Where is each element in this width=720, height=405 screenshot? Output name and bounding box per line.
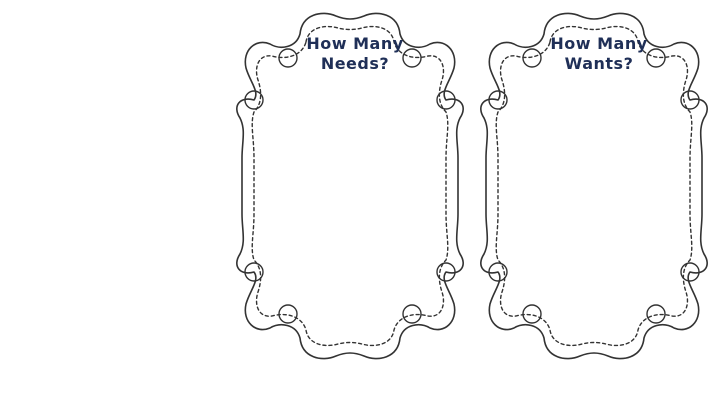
wants-frame-title: How Many Wants? — [534, 34, 664, 74]
needs-title-line2: Needs? — [320, 54, 390, 73]
wants-frame: How Many Wants? — [476, 8, 712, 364]
needs-frame: How Many Needs? — [232, 8, 468, 364]
wants-title-line1: How Many — [550, 34, 648, 53]
wants-title-line2: Wants? — [564, 54, 634, 73]
needs-frame-title: How Many Needs? — [290, 34, 420, 74]
needs-title-line1: How Many — [306, 34, 404, 53]
